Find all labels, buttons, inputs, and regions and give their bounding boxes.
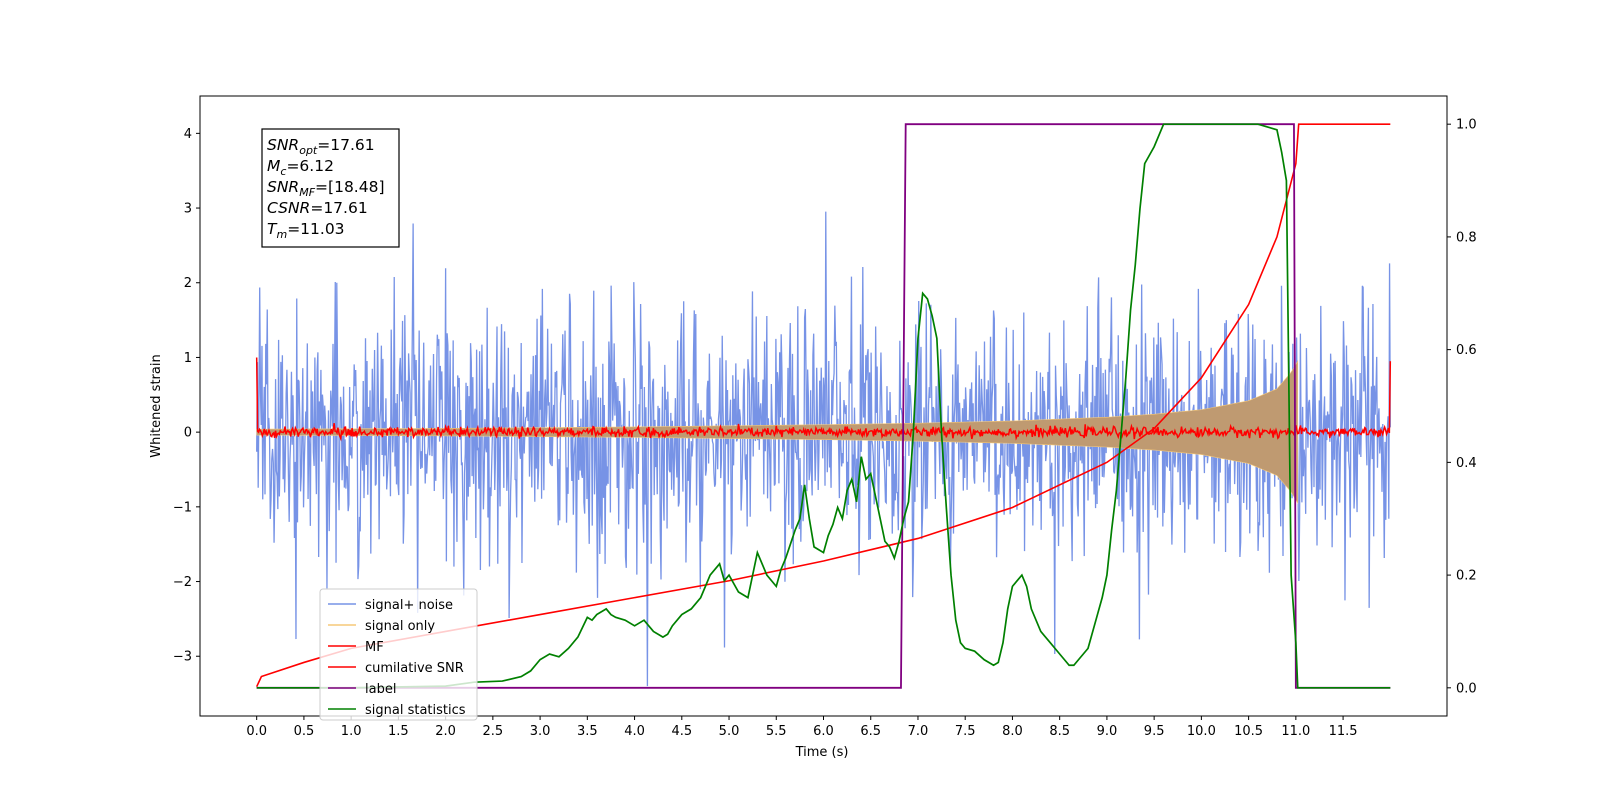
- y-right-tick-label: 0.6: [1456, 343, 1477, 358]
- x-tick-label: 2.0: [435, 724, 456, 739]
- legend-label-label: label: [365, 682, 396, 697]
- x-tick-label: 11.5: [1329, 724, 1358, 739]
- x-tick-label: 2.5: [483, 724, 504, 739]
- y-right-tick-label: 1.0: [1456, 118, 1477, 133]
- x-tick-label: 9.5: [1144, 724, 1165, 739]
- x-tick-label: 0.5: [294, 724, 315, 739]
- x-tick-label: 3.5: [577, 724, 598, 739]
- x-tick-label: 8.0: [1002, 724, 1023, 739]
- y-left-tick-label: 1: [184, 351, 192, 366]
- legend-label-cumulative-snr: cumilative SNR: [365, 661, 464, 676]
- annotation-snr-mf: SNRMF=[18.48]: [267, 178, 385, 199]
- y-left-tick-label: −1: [173, 500, 192, 515]
- y-axis-left: −3 −2 −1 0 1 2 3 4: [173, 127, 200, 665]
- legend: signal+ noise signal only MF cumilative …: [319, 588, 478, 721]
- x-tick-label: 3.0: [530, 724, 551, 739]
- series-signal-noise: [256, 211, 1391, 687]
- legend-label-signal-only: signal only: [365, 619, 435, 634]
- annotation-snr-opt: SNRopt=17.61: [267, 136, 375, 157]
- annotation-box: SNRopt=17.61 Mc=6.12 SNRMF=[18.48] CSNR=…: [261, 128, 400, 248]
- x-tick-label: 8.5: [1049, 724, 1070, 739]
- legend-item-label: label: [328, 682, 396, 697]
- series-signal-statistics: [256, 123, 1391, 689]
- y-axis-label: Whitened strain: [149, 354, 164, 457]
- y-left-tick-label: 3: [184, 202, 192, 217]
- annotation-csnr: CSNR=17.61: [267, 199, 368, 217]
- x-tick-label: 10.5: [1234, 724, 1263, 739]
- x-tick-label: 10.0: [1187, 724, 1216, 739]
- annotation-mc: Mc=6.12: [267, 157, 334, 178]
- x-tick-label: 1.5: [388, 724, 409, 739]
- y-right-tick-label: 0.2: [1456, 569, 1477, 584]
- x-axis: 0.0 0.5 1.0 1.5 2.0 2.5 3.0 3.5 4.0 4.5 5.0 5.5 6.0 6…: [246, 716, 1358, 739]
- y-left-tick-label: −3: [173, 650, 192, 665]
- x-tick-label: 6.5: [860, 724, 881, 739]
- x-tick-label: 0.0: [246, 724, 267, 739]
- legend-item-signal-statistics: signal statistics: [328, 703, 466, 718]
- legend-label-signal-statistics: signal statistics: [365, 703, 466, 718]
- x-tick-label: 11.0: [1281, 724, 1310, 739]
- legend-item-cumulative-snr: cumilative SNR: [328, 661, 464, 676]
- x-tick-label: 6.0: [813, 724, 834, 739]
- series-mf: [255, 357, 1392, 442]
- x-tick-label: 9.0: [1097, 724, 1118, 739]
- x-tick-label: 7.0: [908, 724, 929, 739]
- legend-label-signal-noise: signal+ noise: [365, 598, 453, 613]
- legend-item-mf: MF: [328, 640, 384, 655]
- x-tick-label: 7.5: [955, 724, 976, 739]
- x-tick-label: 5.5: [766, 724, 787, 739]
- x-tick-label: 1.0: [341, 724, 362, 739]
- y-left-tick-label: 4: [184, 127, 192, 142]
- y-right-tick-label: 0.4: [1456, 456, 1477, 471]
- annotation-tm: Tm=11.03: [267, 220, 345, 241]
- y-right-tick-label: 0.8: [1456, 230, 1477, 245]
- y-right-tick-label: 0.0: [1456, 681, 1477, 696]
- x-tick-label: 5.0: [719, 724, 740, 739]
- x-axis-label: Time (s): [795, 745, 849, 760]
- legend-label-mf: MF: [365, 640, 384, 655]
- y-left-tick-label: 2: [184, 276, 192, 291]
- x-tick-label: 4.0: [624, 724, 645, 739]
- x-tick-label: 4.5: [671, 724, 692, 739]
- legend-item-signal-only: signal only: [328, 619, 435, 634]
- y-left-tick-label: −2: [173, 575, 192, 590]
- legend-item-signal-noise: signal+ noise: [328, 598, 453, 613]
- y-left-tick-label: 0: [184, 426, 192, 441]
- y-axis-right: 0.0 0.2 0.4 0.6 0.8 1.0: [1447, 118, 1477, 696]
